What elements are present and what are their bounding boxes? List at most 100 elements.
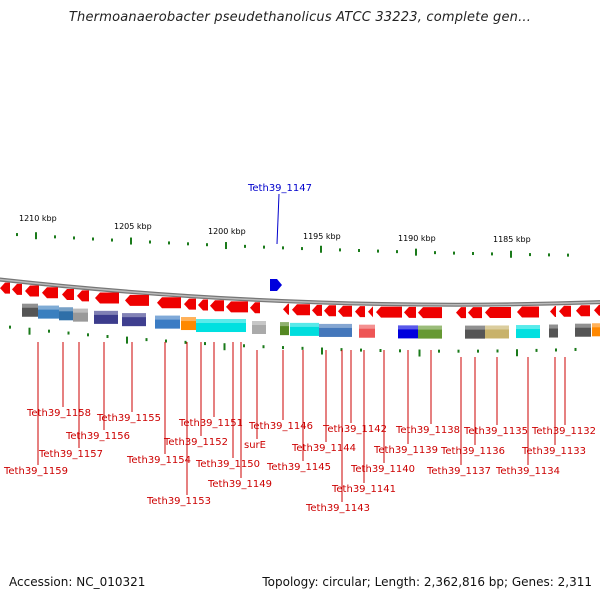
gene-arrow[interactable] [324, 305, 336, 317]
gene-arrow[interactable] [368, 306, 373, 318]
scale-label: 1195 kbp [303, 232, 341, 241]
gene-arrow[interactable] [62, 288, 74, 300]
feature-block[interactable] [319, 323, 352, 337]
feature-block[interactable] [398, 325, 418, 339]
gene-label[interactable]: Teth39_1145 [266, 462, 331, 473]
lower-tick [516, 349, 518, 357]
gene-arrow[interactable] [12, 283, 22, 295]
gene-arrow[interactable] [468, 307, 482, 319]
gene-arrow[interactable] [576, 305, 590, 317]
gene-arrow[interactable] [283, 303, 289, 315]
feature-block[interactable] [575, 323, 591, 337]
feature-block[interactable] [59, 307, 73, 321]
gene-arrow[interactable] [355, 306, 365, 318]
gene-arrow[interactable] [404, 306, 416, 318]
gene-arrow[interactable] [312, 304, 322, 316]
feature-block[interactable] [122, 313, 146, 327]
gene-label[interactable]: Teth39_1144 [291, 443, 356, 454]
highlight-gene-label[interactable]: Teth39_1147 [247, 183, 312, 194]
gene-label[interactable]: Teth39_1137 [426, 466, 491, 477]
feature-block[interactable] [485, 325, 509, 339]
gene-label[interactable]: Teth39_1156 [65, 431, 130, 442]
gene-label[interactable]: Teth39_1138 [395, 425, 460, 436]
gene-arrow[interactable] [42, 287, 58, 299]
gene-label[interactable]: Teth39_1159 [3, 466, 68, 477]
feature-block[interactable] [38, 305, 59, 319]
gene-label[interactable]: Teth39_1150 [195, 459, 260, 470]
gene-arrow[interactable] [157, 297, 181, 309]
gene-label[interactable]: Teth39_1151 [178, 418, 243, 429]
gene-arrow[interactable] [456, 307, 466, 319]
gene-label[interactable]: Teth39_1143 [305, 503, 370, 514]
gene-label[interactable]: Teth39_1154 [126, 455, 191, 466]
feature-block[interactable] [280, 322, 289, 336]
gene-label[interactable]: Teth39_1135 [463, 426, 528, 437]
gene-label[interactable]: surE [244, 440, 266, 451]
feature-block[interactable] [516, 325, 540, 339]
scale-tick [168, 241, 170, 245]
feature-block[interactable] [252, 321, 266, 335]
gene-arrow[interactable] [376, 306, 402, 318]
gene-arrow[interactable] [226, 301, 248, 313]
gene-label[interactable]: Teth39_1140 [350, 464, 415, 475]
feature-block[interactable] [181, 317, 196, 331]
scale-tick [244, 244, 246, 248]
gene-label[interactable]: Teth39_1134 [495, 466, 560, 477]
lower-tick [165, 339, 167, 343]
gene-arrow[interactable] [250, 302, 260, 314]
feature-block[interactable] [94, 310, 118, 324]
lower-tick [535, 348, 538, 352]
gene-arrow[interactable] [198, 299, 208, 311]
gene-arrow[interactable] [418, 307, 442, 319]
gene-arrow[interactable] [292, 304, 310, 316]
gene-arrow[interactable] [485, 306, 511, 318]
gene-arrow[interactable] [77, 290, 89, 302]
scale-tick [301, 247, 303, 251]
gene-labels[interactable]: Teth39_1159 Teth39_1158 Teth39_1157 Teth39_… [3, 408, 596, 514]
feature-block[interactable] [290, 322, 319, 336]
gene-label[interactable]: Teth39_1132 [531, 426, 596, 437]
feature-block[interactable] [22, 303, 38, 317]
gene-label[interactable]: Teth39_1158 [26, 408, 91, 419]
highlighted-gene-arrow[interactable] [270, 279, 282, 291]
gene-arrow[interactable] [95, 292, 119, 304]
accession-text: Accession: NC_010321 [9, 575, 146, 589]
gene-label[interactable]: Teth39_1155 [96, 413, 161, 424]
feature-block[interactable] [549, 324, 558, 338]
gene-label[interactable]: Teth39_1136 [440, 446, 505, 457]
lower-tick [418, 349, 421, 357]
lower-tick [9, 325, 11, 329]
gene-arrow[interactable] [125, 294, 149, 306]
feature-block[interactable] [73, 308, 88, 322]
lower-tick [126, 336, 128, 344]
gene-label[interactable]: Teth39_1133 [521, 446, 586, 457]
gene-arrow[interactable] [559, 305, 571, 317]
gene-arrow[interactable] [0, 282, 10, 294]
feature-block[interactable] [359, 324, 375, 338]
gene-arrow[interactable] [594, 304, 600, 316]
gene-label[interactable]: Teth39_1157 [38, 449, 103, 460]
gene-arrow[interactable] [550, 306, 556, 318]
lower-tick [145, 338, 148, 342]
gene-arrow[interactable] [184, 298, 196, 310]
map-title: Thermoanaerobacter pseudethanolicus ATCC… [68, 10, 532, 25]
gene-label[interactable]: Teth39_1146 [248, 421, 313, 432]
scale-tick [16, 233, 18, 237]
feature-block[interactable] [592, 323, 600, 337]
gene-label[interactable]: Teth39_1142 [322, 424, 387, 435]
gene-arrow[interactable] [25, 285, 39, 297]
gene-arrow[interactable] [338, 305, 352, 317]
gene-label[interactable]: Teth39_1141 [331, 484, 396, 495]
feature-block[interactable] [196, 319, 246, 333]
gene-label[interactable]: Teth39_1152 [163, 437, 228, 448]
feature-block[interactable] [155, 315, 180, 329]
gene-arrow[interactable] [517, 306, 539, 318]
feature-block[interactable] [465, 325, 485, 339]
feature-block[interactable] [418, 325, 442, 339]
gene-label[interactable]: Teth39_1153 [146, 496, 211, 507]
gene-label[interactable]: Teth39_1139 [373, 445, 438, 456]
gene-label[interactable]: Teth39_1149 [207, 479, 272, 490]
scale-tick [130, 237, 132, 245]
gene-arrow[interactable] [210, 300, 224, 312]
